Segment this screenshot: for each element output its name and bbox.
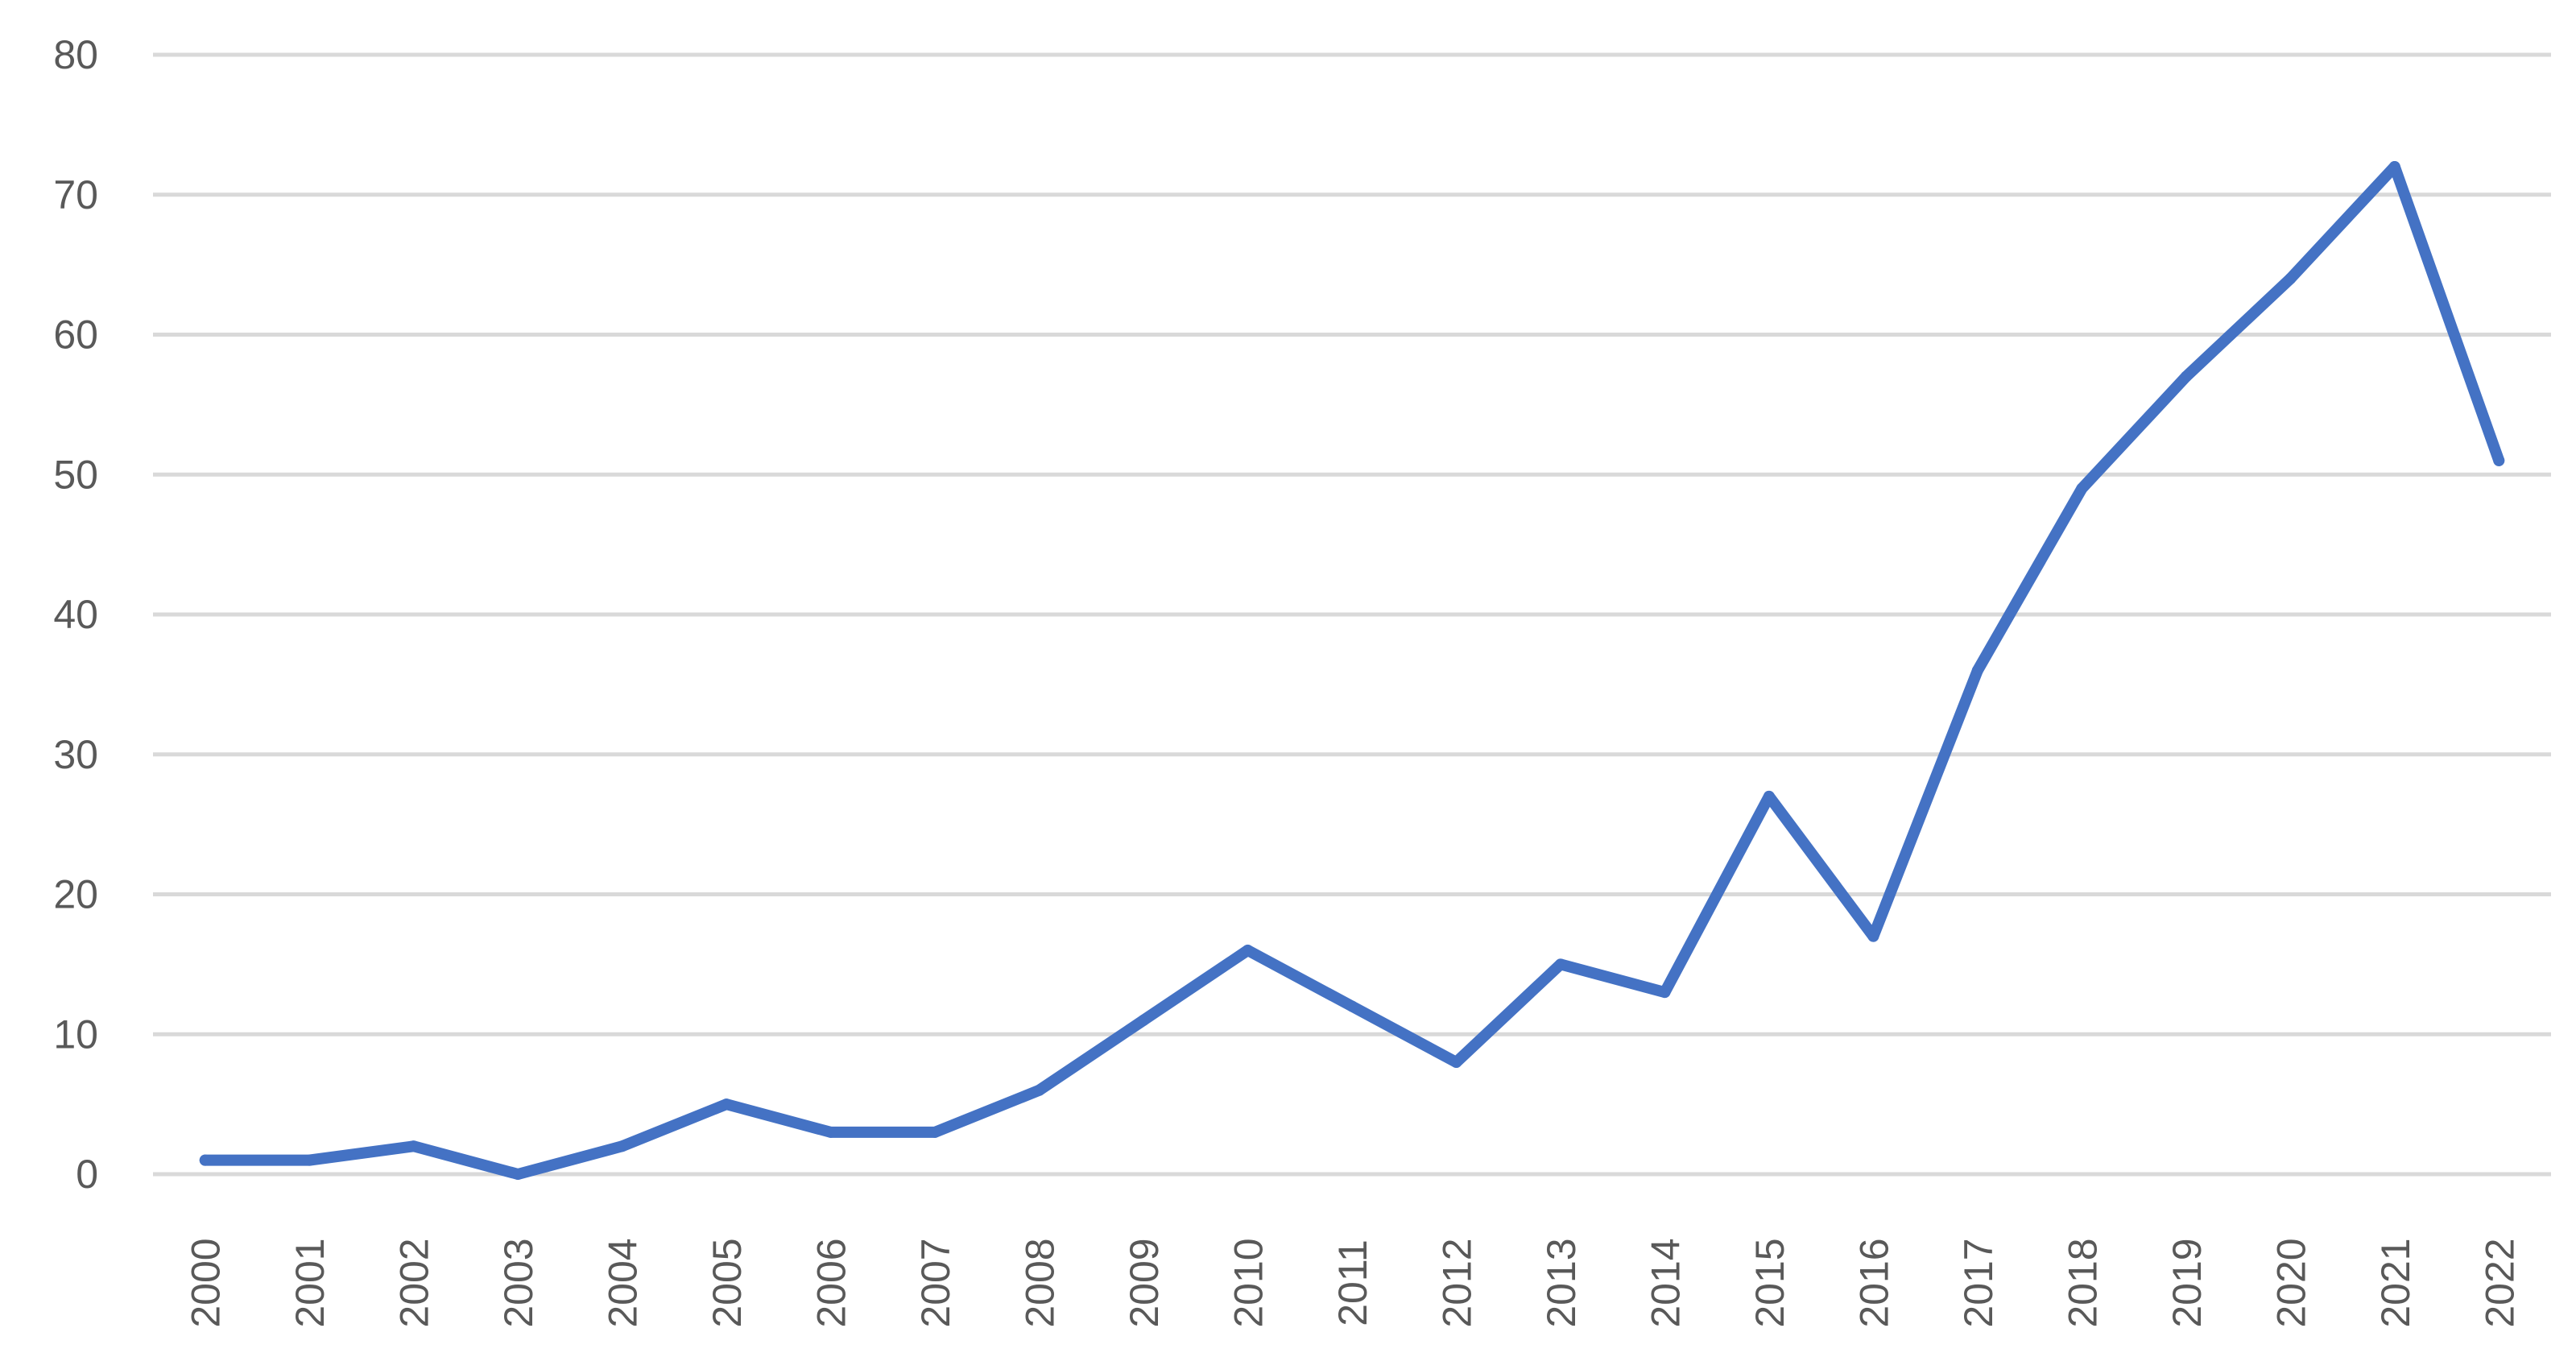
x-tick-label: 2013: [1539, 1238, 1584, 1327]
x-tick-label: 2016: [1851, 1238, 1896, 1327]
series-line: [199, 161, 2505, 1180]
x-tick-label: 2003: [496, 1238, 541, 1327]
data-point: [825, 1126, 837, 1138]
y-tick-label: 20: [53, 872, 98, 917]
x-axis-tick-labels: 2000 2001 2002 2003 2004 2005 2006 2007 2008 2009…: [184, 1238, 2523, 1327]
y-tick-label: 40: [53, 592, 98, 637]
x-tick-label: 2022: [2477, 1238, 2522, 1327]
y-axis-tick-labels: 0 10 20 30 40 50 60 70 80: [53, 32, 98, 1197]
x-tick-label: 2018: [2060, 1238, 2105, 1327]
data-point: [1971, 664, 1983, 676]
x-tick-label: 2020: [2268, 1238, 2313, 1327]
x-tick-label: 2019: [2165, 1238, 2210, 1327]
y-tick-label: 30: [53, 732, 98, 777]
x-tick-label: 2010: [1226, 1238, 1271, 1327]
data-series: [199, 161, 2505, 1180]
data-point: [1554, 958, 1566, 970]
data-point: [2180, 370, 2192, 383]
x-tick-label: 2005: [705, 1238, 750, 1327]
data-point: [407, 1140, 420, 1152]
data-point: [2388, 161, 2400, 172]
data-point: [929, 1126, 941, 1138]
y-tick-label: 80: [53, 32, 98, 77]
data-point: [1033, 1084, 1045, 1096]
gridlines: [153, 52, 2551, 1177]
x-tick-label: 2008: [1018, 1238, 1063, 1327]
y-tick-label: 60: [53, 312, 98, 358]
x-tick-label: 2007: [913, 1238, 958, 1327]
x-tick-label: 2012: [1434, 1238, 1479, 1327]
x-tick-label: 2009: [1122, 1238, 1167, 1327]
data-point: [1138, 1014, 1150, 1026]
x-tick-label: 2014: [1643, 1238, 1688, 1327]
data-point: [1659, 987, 1671, 999]
data-point: [1450, 1057, 1462, 1068]
data-point: [304, 1154, 316, 1166]
data-point: [2284, 273, 2297, 284]
y-tick-label: 10: [53, 1012, 98, 1057]
data-point: [721, 1098, 733, 1111]
data-point: [1346, 1000, 1358, 1012]
y-tick-label: 0: [76, 1152, 98, 1197]
x-tick-label: 2006: [809, 1238, 854, 1327]
x-tick-label: 2017: [1956, 1238, 2001, 1327]
x-tick-label: 2001: [287, 1238, 333, 1327]
x-tick-label: 2015: [1747, 1238, 1792, 1327]
y-tick-label: 50: [53, 452, 98, 497]
data-point: [199, 1154, 211, 1166]
data-point: [1763, 790, 1775, 802]
y-tick-label: 70: [53, 172, 98, 217]
x-tick-label: 2011: [1330, 1239, 1375, 1326]
x-tick-label: 2004: [601, 1238, 646, 1327]
data-point: [1242, 945, 1254, 956]
x-tick-label: 2021: [2373, 1238, 2418, 1327]
data-point: [512, 1169, 524, 1180]
data-point: [616, 1140, 628, 1152]
x-tick-label: 2002: [392, 1238, 437, 1327]
data-point: [2493, 454, 2505, 466]
x-tick-label: 2000: [184, 1238, 229, 1327]
data-point: [1867, 930, 1879, 942]
data-point: [2076, 482, 2088, 494]
